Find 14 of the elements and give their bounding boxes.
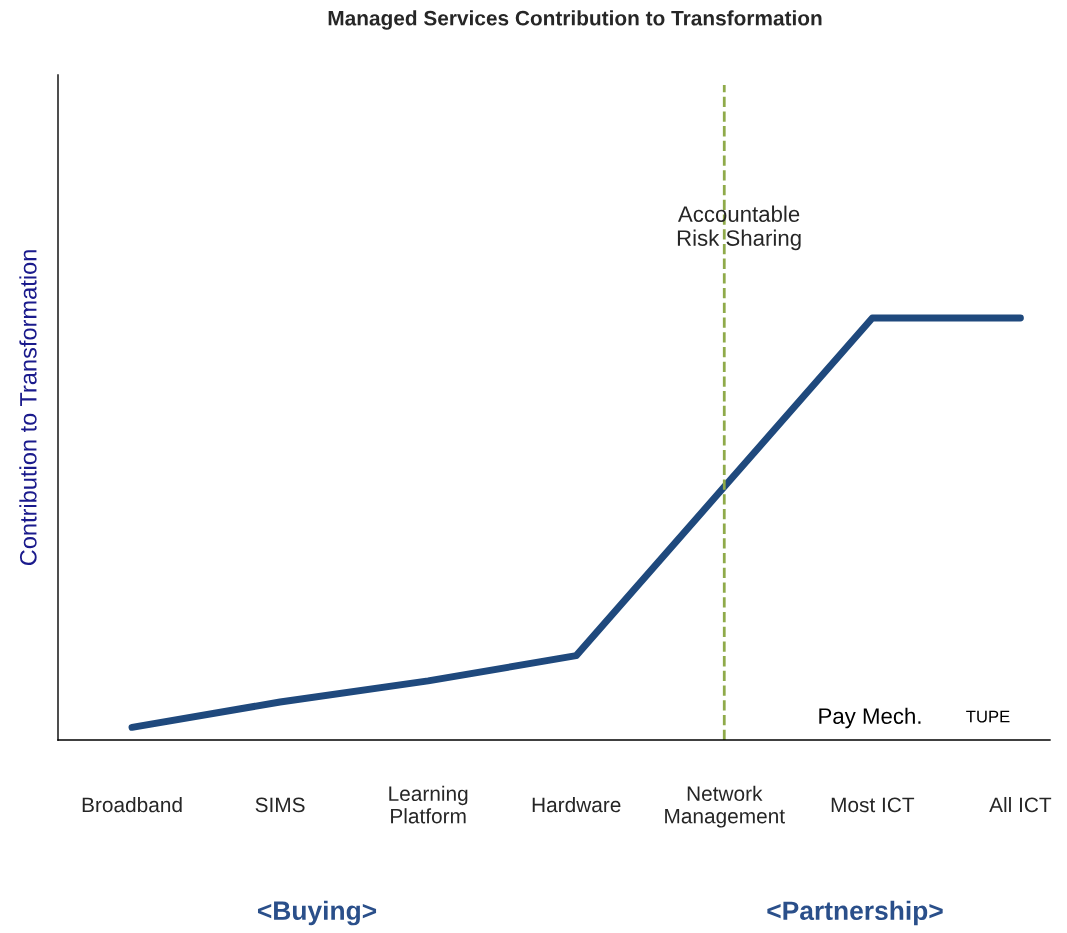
x-tick-label: Network Management	[665, 785, 785, 828]
chart-title: Managed Services Contribution to Transformation	[328, 10, 822, 30]
text: <Buying>	[257, 900, 377, 926]
x-tick-label: Most ICT	[831, 797, 915, 813]
x-tick-label: Learning Platform	[389, 785, 468, 824]
x-tick-label: All ICT	[989, 796, 1052, 813]
annotation: Pay Mech.	[819, 707, 921, 729]
y-axis-title: Contribution to Transformation	[19, 250, 37, 566]
x-tick-label: Hardware	[532, 796, 621, 813]
x-tick-label: Broadband	[82, 796, 182, 813]
ref-line-label: Accountable Risk Sharing	[677, 205, 801, 251]
text: <Partnership>	[767, 900, 943, 926]
x-tick-label: SIMS	[255, 797, 305, 813]
annotation: TUPE	[966, 710, 1010, 723]
